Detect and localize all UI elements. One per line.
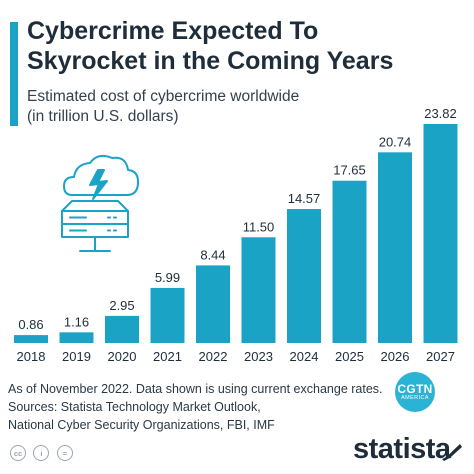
value-label-2021: 5.99 <box>155 270 180 285</box>
chart-title: Cybercrime Expected To Skyrocket in the … <box>27 16 467 76</box>
bars-group <box>14 124 458 343</box>
no-derivatives-icon[interactable]: = <box>56 444 73 461</box>
bar-2022 <box>196 265 230 343</box>
bar-2018 <box>14 335 48 343</box>
x-tick-label-2025: 2025 <box>335 349 364 364</box>
value-label-2020: 2.95 <box>109 298 134 313</box>
x-tick-label-2022: 2022 <box>199 349 228 364</box>
value-label-2018: 0.86 <box>18 317 43 332</box>
cgtn-watermark-logo: CGTN AMERICA <box>395 372 435 412</box>
attribution-icon[interactable]: i <box>33 444 50 461</box>
footnote-line-3: National Cyber Security Organizations, F… <box>8 418 275 432</box>
bar-2023 <box>241 237 276 343</box>
bar-2024 <box>287 209 321 343</box>
value-label-2027: 23.82 <box>424 106 457 121</box>
x-tick-label-2021: 2021 <box>153 349 182 364</box>
value-label-2025: 17.65 <box>333 163 366 178</box>
x-tick-label-2018: 2018 <box>17 349 46 364</box>
x-tick-label-2020: 2020 <box>108 349 137 364</box>
value-label-2024: 14.57 <box>288 191 321 206</box>
x-tick-label-2019: 2019 <box>62 349 91 364</box>
x-tick-label-2024: 2024 <box>290 349 319 364</box>
creative-commons-icon[interactable]: cc <box>10 444 26 461</box>
x-tick-label-2026: 2026 <box>381 349 410 364</box>
footnote-line-1: As of November 2022. Data shown is using… <box>8 382 383 396</box>
x-tick-label-2027: 2027 <box>426 349 455 364</box>
bar-2026 <box>378 152 412 343</box>
footnote: As of November 2022. Data shown is using… <box>8 380 408 434</box>
value-labels-group: 0.86 1.16 2.95 5.99 8.44 11.50 14.57 17.65 20.74… <box>18 106 456 332</box>
bar-2020 <box>105 315 139 343</box>
x-tick-label-2023: 2023 <box>244 349 273 364</box>
bar-2025 <box>332 180 367 343</box>
chart-subtitle: Estimated cost of cybercrime worldwide (… <box>27 87 447 127</box>
footnote-line-2: Sources: Statista Technology Market Outl… <box>8 400 261 414</box>
cloud-server-icon <box>61 154 140 252</box>
value-label-2026: 20.74 <box>379 134 412 149</box>
bar-2027 <box>423 124 458 343</box>
cgtn-logo-text: CGTN <box>397 382 433 396</box>
license-icons: cc i = <box>10 444 76 462</box>
chart-subtitle-line-2: (in trillion U.S. dollars) <box>27 108 179 125</box>
title-accent-bar <box>10 22 18 126</box>
value-label-2023: 11.50 <box>243 219 275 234</box>
value-label-2022: 8.44 <box>200 247 225 262</box>
chart-subtitle-line-1: Estimated cost of cybercrime worldwide <box>27 88 300 105</box>
cgtn-logo-subtext: AMERICA <box>401 395 429 401</box>
bar-2021 <box>150 287 185 343</box>
value-label-2019: 1.16 <box>64 314 89 329</box>
x-axis-labels-group: 2018 2019 2020 2021 2022 2023 2024 2025 2026 2027 <box>17 349 455 364</box>
chart-title-line-1: Cybercrime Expected To <box>27 17 319 45</box>
statista-mark-icon <box>442 444 462 461</box>
bar-2019 <box>59 332 94 343</box>
statista-logo[interactable]: statista <box>353 433 451 465</box>
chart-title-line-2: Skyrocket in the Coming Years <box>27 47 394 75</box>
